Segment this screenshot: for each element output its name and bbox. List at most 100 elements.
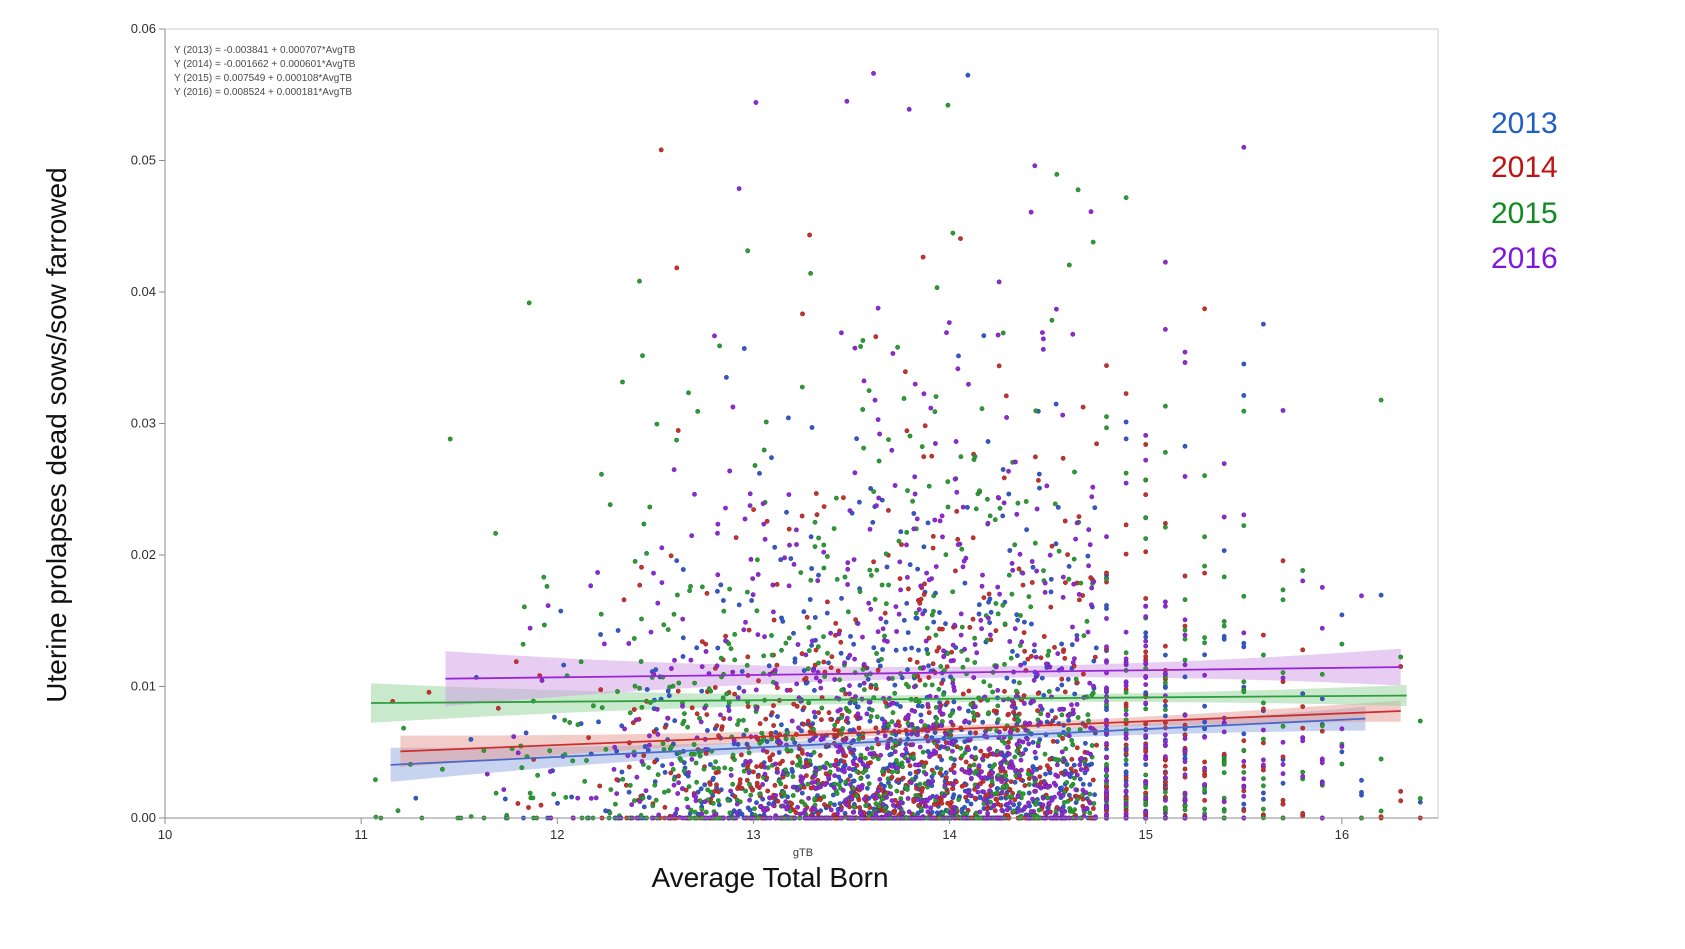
data-point (1300, 691, 1306, 697)
y-tick-label: 0.03 (131, 416, 156, 431)
data-point (1182, 623, 1188, 629)
data-point (1005, 745, 1010, 750)
data-point (721, 716, 727, 721)
data-point (821, 542, 827, 548)
data-point (1004, 807, 1010, 813)
data-point (637, 582, 643, 588)
data-point (759, 730, 765, 736)
data-point (883, 619, 889, 625)
data-point (675, 592, 680, 598)
data-point (1030, 764, 1036, 769)
data-point (686, 784, 692, 789)
data-point (821, 549, 827, 555)
data-point (861, 680, 867, 686)
data-point (684, 796, 690, 802)
y-tick-label: 0.00 (131, 810, 156, 825)
data-point (863, 803, 869, 809)
data-point (934, 794, 940, 800)
data-point (1071, 762, 1077, 768)
data-point (754, 800, 759, 806)
data-point (727, 468, 733, 474)
data-point (959, 546, 965, 552)
data-point (746, 770, 752, 776)
data-point (771, 703, 776, 708)
data-point (883, 551, 889, 557)
data-point (1143, 549, 1149, 555)
x-axis-sub-label: gTB (793, 847, 813, 859)
data-point (984, 637, 990, 643)
data-point (555, 800, 560, 806)
data-point (1059, 770, 1064, 776)
data-point (653, 797, 659, 803)
data-point (1261, 700, 1266, 706)
data-point (771, 723, 776, 728)
data-point (1089, 585, 1095, 591)
data-point (815, 578, 821, 584)
data-point (682, 711, 687, 716)
data-point (807, 758, 813, 764)
data-point (1008, 779, 1014, 784)
data-point (1056, 791, 1062, 796)
data-point (819, 705, 825, 711)
data-point (843, 797, 849, 803)
data-point (809, 643, 814, 648)
data-point (912, 491, 918, 497)
data-point (652, 782, 658, 788)
data-point (818, 737, 824, 743)
data-point (852, 345, 858, 351)
data-point (772, 544, 778, 550)
data-point (1011, 802, 1017, 808)
data-point (828, 800, 833, 806)
data-point (876, 458, 882, 464)
data-point (1143, 634, 1149, 640)
data-point (818, 685, 824, 691)
data-point (986, 599, 991, 605)
data-point (1078, 767, 1084, 772)
data-point (989, 793, 994, 799)
data-point (1182, 803, 1188, 808)
data-point (708, 762, 713, 767)
data-point (813, 768, 819, 773)
data-point (1081, 633, 1087, 639)
data-point (1017, 680, 1022, 686)
data-point (1104, 576, 1109, 582)
data-point (1023, 747, 1028, 752)
data-point (739, 752, 744, 758)
data-point (703, 641, 709, 647)
data-point (1202, 652, 1207, 658)
data-point (801, 668, 807, 673)
data-point (612, 744, 618, 750)
data-point (991, 803, 997, 809)
data-point (395, 808, 401, 814)
data-point (762, 536, 768, 542)
data-point (922, 682, 928, 688)
legend-label-2015: 2015 (1491, 197, 1558, 230)
data-point (937, 610, 942, 615)
data-point (1074, 702, 1080, 707)
data-point (1163, 707, 1168, 713)
data-point (926, 663, 931, 669)
data-point (951, 792, 957, 798)
data-point (502, 796, 508, 802)
data-point (871, 559, 876, 565)
data-point (867, 526, 873, 532)
data-point (1035, 743, 1041, 749)
data-point (825, 650, 830, 656)
data-point (984, 753, 989, 759)
data-point (1014, 714, 1020, 719)
data-point (1059, 666, 1065, 672)
data-point (993, 601, 999, 606)
data-point (890, 745, 896, 751)
y-tick-label: 0.06 (131, 21, 156, 36)
data-point (1182, 766, 1188, 772)
data-point (950, 748, 955, 754)
data-point (718, 655, 724, 661)
data-point (1006, 751, 1012, 757)
y-tick-label: 0.05 (131, 153, 156, 168)
data-point (680, 616, 686, 622)
data-point (1048, 604, 1054, 610)
data-point (702, 782, 708, 788)
data-point (723, 638, 728, 644)
data-point (858, 344, 863, 349)
data-point (1163, 603, 1168, 609)
